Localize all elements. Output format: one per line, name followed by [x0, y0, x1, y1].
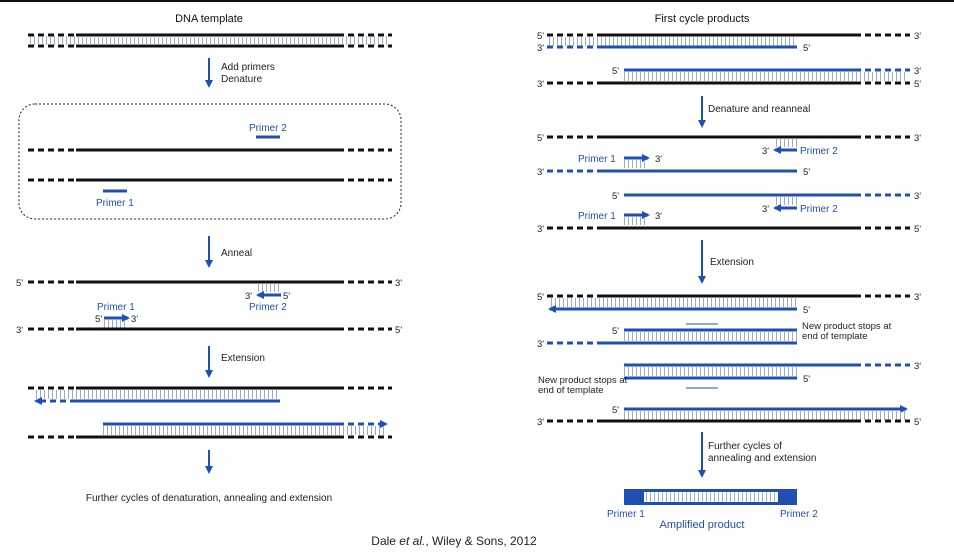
fc1-5: 5'	[537, 31, 544, 42]
anneal-5-top: 5'	[16, 278, 23, 289]
er4-5: 5'	[612, 405, 619, 416]
denature-label: Denature	[221, 74, 263, 85]
anneal-primer1-3: 3'	[131, 314, 138, 325]
anneal-3-top: 3'	[395, 278, 402, 289]
er1-5: 5'	[537, 292, 544, 303]
further-label-left: Further cycles of denaturation, annealin…	[86, 493, 332, 504]
er3-stops-2: end of template	[538, 385, 604, 396]
er2-stops-1: New product stops at	[802, 321, 892, 332]
er2-3: 3'	[537, 339, 544, 350]
rb-primer2-3: 3'	[762, 204, 769, 215]
left-title: DNA template	[175, 13, 243, 25]
ra-3: 3'	[914, 133, 921, 144]
right-title: First cycle products	[655, 13, 750, 25]
er2-5: 5'	[612, 326, 619, 337]
er4-5-right: 5'	[914, 417, 921, 428]
anneal-5-bottom: 5'	[395, 325, 402, 336]
rb-primer2-label: Primer 2	[800, 204, 838, 215]
ra-blue-3: 3'	[537, 167, 544, 178]
er3-5: 5'	[803, 374, 810, 385]
primer2-label: Primer 2	[249, 123, 287, 134]
rb-3: 3'	[537, 224, 544, 235]
denature-reanneal-label: Denature and reanneal	[708, 104, 810, 115]
anneal-label: Anneal	[221, 248, 252, 259]
er3-3-top: 3'	[914, 361, 921, 372]
ra-blue-5: 5'	[803, 167, 810, 178]
rb-blue-5: 5'	[612, 191, 619, 202]
anneal-primer2-5: 5'	[283, 291, 290, 302]
credit-publisher: , Wiley & Sons, 2012	[425, 534, 537, 548]
extension-label-left: Extension	[221, 353, 265, 364]
anneal-primer2-label: Primer 2	[249, 302, 287, 313]
anneal-primer1-5: 5'	[95, 314, 102, 325]
primer1-label: Primer 1	[96, 198, 134, 209]
amp-primer2-label: Primer 2	[780, 509, 818, 520]
amp-primer1-label: Primer 1	[607, 509, 645, 520]
template-duplex	[28, 33, 392, 48]
ra-primer1-3: 3'	[655, 154, 662, 165]
anneal-primer2-3: 3'	[245, 291, 252, 302]
ra-5: 5'	[537, 133, 544, 144]
er3-stops-1: New product stops at	[538, 375, 628, 386]
credit-author: Dale	[371, 534, 399, 548]
extension-label-right: Extension	[710, 257, 754, 268]
rb-primer1-3: 3'	[655, 211, 662, 222]
credit-etal: et al.	[399, 534, 425, 548]
top-border	[0, 0, 954, 2]
ra-primer1-label: Primer 1	[578, 154, 616, 165]
rb-blue-3: 3'	[914, 191, 921, 202]
further-right-1: Further cycles of	[708, 441, 782, 452]
ra-primer2-3: 3'	[762, 146, 769, 157]
fc2-5: 5'	[914, 79, 921, 90]
anneal-primer1-label: Primer 1	[97, 302, 135, 313]
fc2-5-blue: 5'	[612, 66, 619, 77]
denatured-box	[18, 103, 402, 220]
er2-stops-2: end of template	[802, 331, 868, 342]
amplified-label: Amplified product	[660, 519, 745, 531]
fc2-3: 3'	[537, 79, 544, 90]
ra-primer2-label: Primer 2	[800, 146, 838, 157]
add-primers-label: Add primers	[221, 62, 275, 73]
er1-new-5: 5'	[803, 305, 810, 316]
rb-5: 5'	[914, 224, 921, 235]
fc1-3-right: 3'	[914, 31, 921, 42]
fc1-5-blue: 5'	[803, 43, 810, 54]
er4-3: 3'	[537, 417, 544, 428]
rb-primer1-label: Primer 1	[578, 211, 616, 222]
credit-line: Dale et al., Wiley & Sons, 2012	[371, 534, 537, 548]
further-right-2: annealing and extension	[708, 453, 816, 464]
fc1-3-left: 3'	[537, 43, 544, 54]
anneal-3-bottom: 3'	[16, 325, 23, 336]
fc2-3-blue: 3'	[914, 66, 921, 77]
er1-3: 3'	[914, 292, 921, 303]
